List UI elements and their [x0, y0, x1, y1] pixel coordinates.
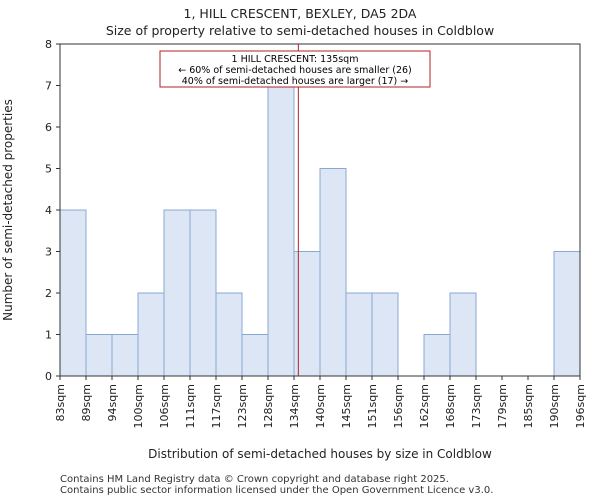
annotation-line-3: 40% of semi-detached houses are larger (…	[182, 76, 409, 87]
x-tick-label: 128sqm	[262, 384, 275, 428]
x-tick-label: 123sqm	[236, 384, 249, 428]
y-tick-label: 8	[45, 38, 52, 51]
x-tick-label: 151sqm	[366, 384, 379, 428]
histogram-bar	[345, 292, 373, 377]
x-tick-label: 117sqm	[210, 384, 223, 428]
footer-line-2: Contains public sector information licen…	[60, 485, 494, 496]
histogram-bar	[59, 209, 87, 377]
x-tick-label: 83sqm	[54, 384, 67, 421]
y-tick-label: 7	[45, 80, 52, 93]
y-tick-label: 6	[45, 121, 52, 134]
x-tick-label: 190sqm	[548, 384, 561, 428]
x-tick-label: 173sqm	[470, 384, 483, 428]
x-tick-label: 134sqm	[288, 384, 301, 428]
x-tick-label: 111sqm	[184, 384, 197, 428]
footer-line-1: Contains HM Land Registry data © Crown c…	[60, 474, 449, 485]
x-tick-label: 145sqm	[340, 384, 353, 428]
histogram-bar	[267, 85, 295, 377]
x-tick-label: 185sqm	[522, 384, 535, 428]
x-tick-label: 100sqm	[132, 384, 145, 428]
histogram-bar	[111, 334, 139, 377]
x-tick-label: 168sqm	[444, 384, 457, 428]
x-tick-label: 106sqm	[158, 384, 171, 428]
chart-subtitle: Size of property relative to semi-detach…	[105, 23, 495, 38]
histogram-bar	[553, 251, 581, 377]
y-tick-label: 4	[45, 204, 52, 217]
x-tick-label: 179sqm	[496, 384, 509, 428]
annotation-line-1: 1 HILL CRESCENT: 135sqm	[232, 54, 359, 65]
histogram-bar	[137, 292, 165, 377]
histogram-bar	[449, 292, 477, 377]
x-axis-label: Distribution of semi-detached houses by …	[148, 447, 492, 461]
annotation-line-2: ← 60% of semi-detached houses are smalle…	[178, 65, 412, 76]
y-tick-label: 1	[45, 329, 52, 342]
chart-title: 1, HILL CRESCENT, BEXLEY, DA5 2DA	[183, 6, 417, 21]
y-tick-label: 0	[45, 370, 52, 383]
histogram-bar	[85, 334, 113, 377]
histogram-bar	[163, 209, 191, 377]
histogram-bar	[319, 168, 347, 377]
x-tick-label: 89sqm	[80, 384, 93, 421]
histogram-bar	[189, 209, 217, 377]
y-tick-label: 2	[45, 287, 52, 300]
x-tick-label: 162sqm	[418, 384, 431, 428]
x-tick-label: 156sqm	[392, 384, 405, 428]
x-tick-label: 196sqm	[574, 384, 587, 428]
histogram-bar	[423, 334, 451, 377]
histogram-bar	[241, 334, 269, 377]
y-tick-label: 3	[45, 246, 52, 259]
histogram-bar	[371, 292, 399, 377]
annotation-box: 1 HILL CRESCENT: 135sqm ← 60% of semi-de…	[159, 50, 431, 88]
histogram-bar	[215, 292, 243, 377]
y-axis-label: Number of semi-detached properties	[1, 99, 15, 321]
y-tick-label: 5	[45, 163, 52, 176]
x-tick-label: 140sqm	[314, 384, 327, 428]
plot-frame	[59, 43, 581, 377]
x-tick-label: 94sqm	[106, 384, 119, 421]
